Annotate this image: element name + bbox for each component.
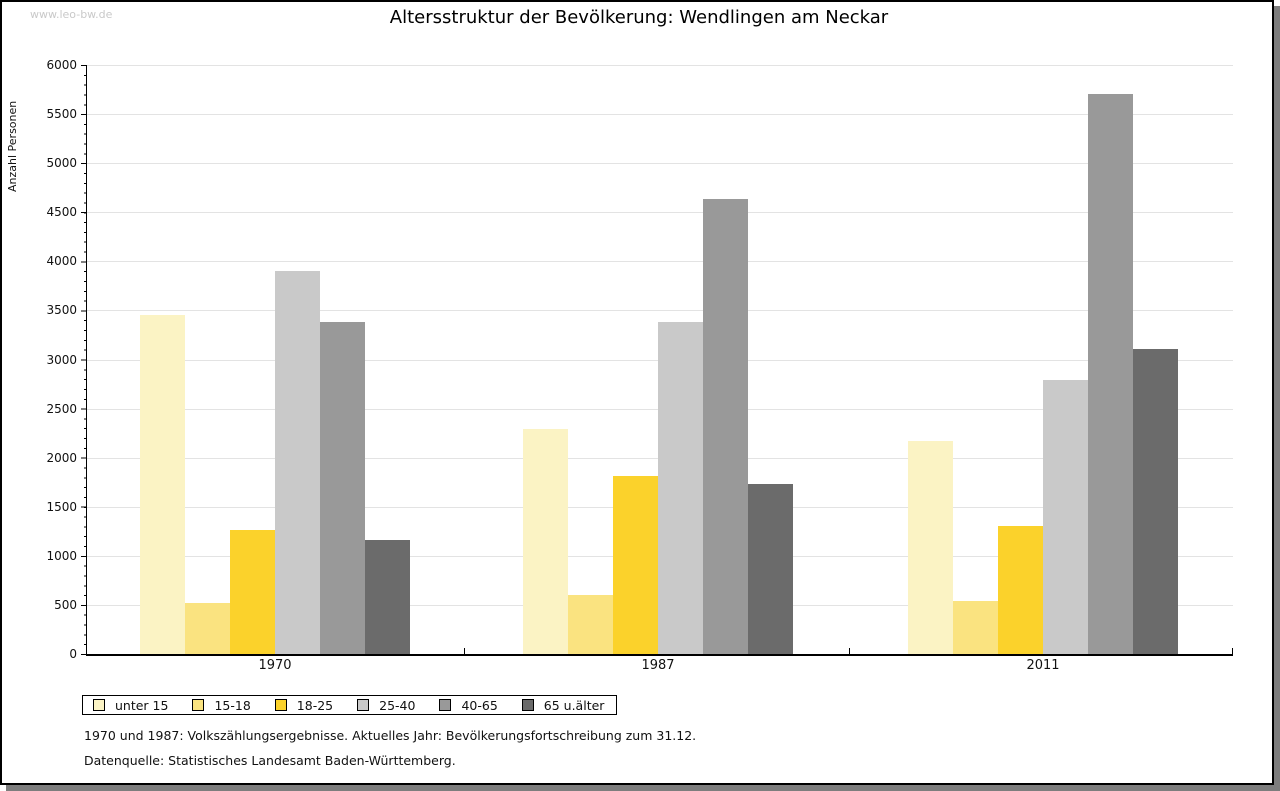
legend-item-18-25: 18-25 <box>274 697 334 713</box>
footnote-data-source: Datenquelle: Statistisches Landesamt Bad… <box>84 753 456 768</box>
y-tick-label-2500: 2500 <box>46 401 77 416</box>
bar-40-65-1970 <box>320 322 365 654</box>
legend-item-unter-15: unter 15 <box>93 698 168 713</box>
legend-item-15-18: 15-18 <box>192 697 251 713</box>
y-tick-label-4500: 4500 <box>46 205 77 220</box>
y-tick-label-3000: 3000 <box>46 352 77 367</box>
x-axis-label-1987: 1987 <box>641 658 675 673</box>
gridline-5000 <box>87 163 1233 165</box>
bar-25-40-2011 <box>1043 380 1088 654</box>
legend-swatch-25-40-icon <box>357 699 370 711</box>
bar-15-18-1970 <box>185 603 230 654</box>
legend-label-18-25: 18-25 <box>296 697 334 713</box>
y-axis-minor-ticks <box>84 65 87 655</box>
bar-unter-15-2011 <box>908 441 953 654</box>
legend-item-65-u-aelter: 65 u.älter <box>521 697 605 713</box>
y-tick-label-0: 0 <box>69 647 77 661</box>
y-axis-tick-labels: 0 500 1000 1500 2000 2500 3000 3500 4000 4500 5000… <box>32 58 77 661</box>
legend-label-40-65: 40-65 <box>461 697 498 713</box>
legend-label-65-u-aelter: 65 u.älter <box>543 697 605 713</box>
watermark-text: www.leo-bw.de <box>30 8 113 21</box>
plot-area: 1970 1987 2011 <box>86 65 1233 673</box>
bar-unter-15-1987 <box>523 429 568 654</box>
gridline-4500 <box>87 212 1233 214</box>
y-tick-label-500: 500 <box>54 597 77 612</box>
bar-unter-15-1970 <box>140 315 185 654</box>
gridline-4000 <box>87 261 1233 263</box>
bar-65-u-älter-1970 <box>365 540 410 654</box>
x-axis-label-1970: 1970 <box>258 658 292 673</box>
y-tick-label-6000: 6000 <box>46 58 77 72</box>
chart-title: Altersstruktur der Bevölkerung: Wendling… <box>389 7 889 28</box>
y-tick-label-1500: 1500 <box>46 499 77 514</box>
bar-18-25-1970 <box>230 530 275 654</box>
x-axis-tick <box>1232 648 1233 654</box>
gridline-3500 <box>87 310 1233 312</box>
bar-65-u-älter-1987 <box>748 484 793 654</box>
legend-label-15-18: 15-18 <box>214 697 251 713</box>
x-axis-tick <box>464 648 465 654</box>
gridline-6000 <box>87 65 1233 66</box>
y-tick-label-5500: 5500 <box>46 107 77 122</box>
legend-swatch-40-65-icon <box>439 699 452 711</box>
bar-25-40-1987 <box>658 322 703 654</box>
y-tick-label-2000: 2000 <box>46 450 77 465</box>
legend-label-unter-15: unter 15 <box>115 697 169 713</box>
y-tick-label-3500: 3500 <box>46 303 77 318</box>
legend: unter 15 15-18 18-25 25-40 40-65 65 u.äl… <box>82 695 618 715</box>
x-axis-label-2011: 2011 <box>1026 658 1060 673</box>
bar-18-25-2011 <box>998 526 1043 654</box>
footnote-source-method: 1970 und 1987: Volkszählungsergebnisse. … <box>84 728 697 743</box>
y-axis-title: Anzahl Personen <box>6 100 19 192</box>
bar-25-40-1970 <box>275 271 320 654</box>
legend-swatch-65-u-aelter-icon <box>521 699 534 711</box>
bar-15-18-2011 <box>953 601 998 654</box>
y-tick-label-1000: 1000 <box>46 548 77 563</box>
legend-swatch-15-18-icon <box>192 699 205 711</box>
gridline-5500 <box>87 114 1233 116</box>
bar-18-25-1987 <box>613 476 658 654</box>
bar-40-65-1987 <box>703 199 748 654</box>
legend-item-40-65: 40-65 <box>439 697 498 713</box>
legend-label-25-40: 25-40 <box>379 697 416 713</box>
legend-swatch-18-25-icon <box>274 699 287 711</box>
y-tick-label-5000: 5000 <box>46 156 77 171</box>
x-axis-tick <box>849 648 850 654</box>
y-tick-label-4000: 4000 <box>46 254 77 269</box>
bar-65-u-älter-2011 <box>1133 349 1178 654</box>
bar-15-18-1987 <box>568 595 613 654</box>
bar-40-65-2011 <box>1088 94 1133 654</box>
legend-item-25-40: 25-40 <box>357 698 415 713</box>
legend-swatch-unter-15-icon <box>93 699 105 711</box>
